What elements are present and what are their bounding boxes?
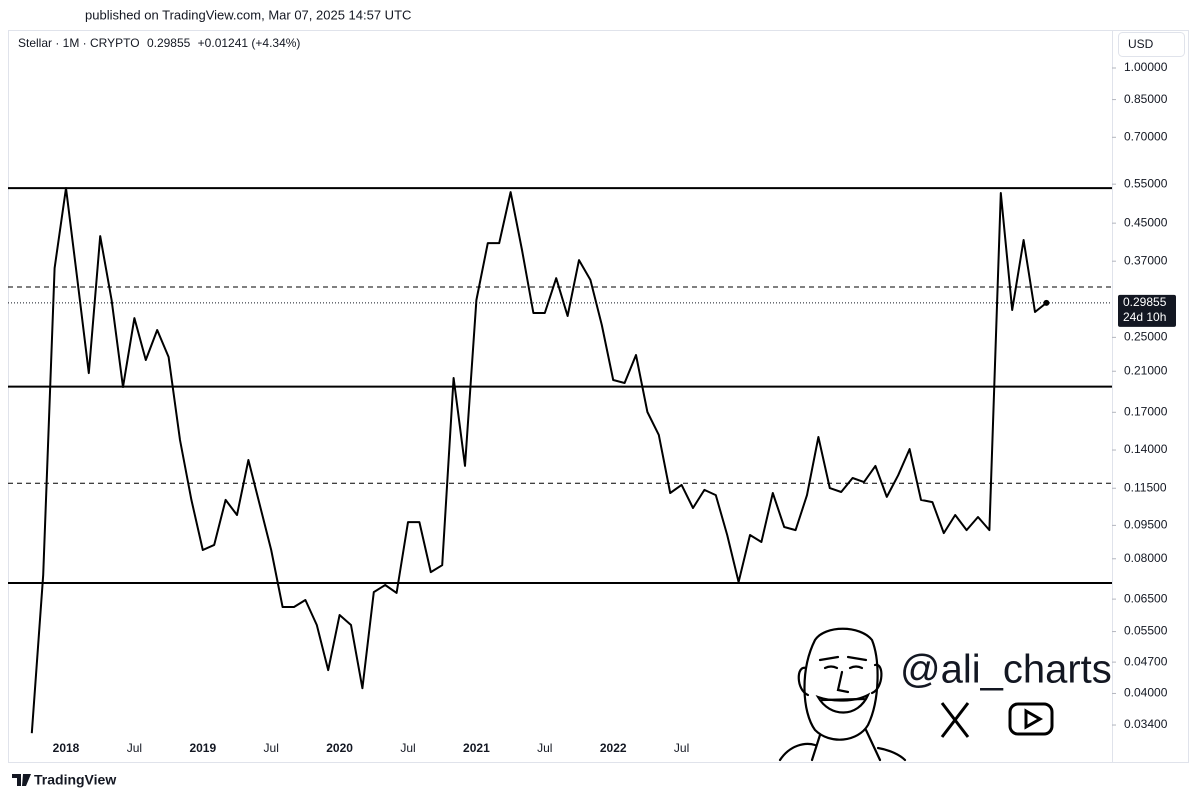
y-tick-label: 0.04700: [1124, 654, 1168, 668]
x-tick-label: 2019: [189, 741, 216, 755]
x-tick-label: 2020: [326, 741, 353, 755]
y-tick-label: 0.25000: [1124, 330, 1168, 344]
x-tick-label: Jul: [537, 741, 552, 755]
symbol-header: Stellar · 1M · CRYPTO 0.29855 +0.01241 (…: [18, 36, 300, 50]
y-tick-label: 0.45000: [1124, 215, 1168, 229]
y-tick-label: 0.08000: [1124, 551, 1168, 565]
y-tick-label: 0.03400: [1124, 717, 1168, 731]
youtube-icon: [1008, 702, 1054, 736]
x-tick-label: 2018: [53, 741, 80, 755]
price-tag-countdown: 24d 10h: [1123, 310, 1166, 324]
x-tick-label: Jul: [400, 741, 415, 755]
symbol: Stellar · 1M · CRYPTO: [18, 36, 140, 50]
y-tick-label: 0.05500: [1124, 624, 1168, 638]
y-tick-label: 0.55000: [1124, 176, 1168, 190]
currency-box[interactable]: [1118, 32, 1185, 57]
x-tick-label: 2022: [600, 741, 627, 755]
y-tick-label: 1.00000: [1124, 60, 1168, 74]
x-icon: [940, 702, 970, 738]
published-note: published on TradingView.com, Mar 07, 20…: [85, 7, 411, 22]
price-tag-value: 0.29855: [1123, 295, 1167, 309]
x-tick-label: Jul: [674, 741, 689, 755]
youtube-play: [1024, 708, 1044, 730]
last-point: [1043, 299, 1050, 306]
y-tick-label: 0.11500: [1124, 480, 1167, 494]
y-tick-label: 0.14000: [1124, 442, 1168, 456]
x-tick-label: 2021: [463, 741, 490, 755]
logo-mark: [12, 774, 31, 786]
x-tick-label: Jul: [127, 741, 142, 755]
y-tick-label: 0.70000: [1124, 129, 1168, 143]
y-tick-label: 0.06500: [1124, 591, 1168, 605]
price-line-series: [30, 187, 1048, 734]
header-price: 0.29855: [147, 36, 191, 50]
footer-logo: [12, 774, 31, 786]
y-tick-label: 0.85000: [1124, 92, 1168, 106]
y-tick-label: 0.21000: [1124, 363, 1168, 377]
price-tag: [1118, 294, 1176, 327]
footer-brand: TradingView: [34, 772, 116, 788]
y-tick-label: 0.17000: [1124, 404, 1168, 418]
chart-frame: [8, 30, 1189, 763]
y-tick-label: 0.37000: [1124, 253, 1168, 267]
header-change: +0.01241 (+4.34%): [198, 36, 301, 50]
y-tick-label: 0.09500: [1124, 518, 1168, 532]
currency[interactable]: USD: [1128, 37, 1154, 51]
avatar-sketch: [778, 627, 907, 762]
y-tick-label: 0.04000: [1124, 686, 1168, 700]
x-tick-label: Jul: [264, 741, 279, 755]
watermark: @ali_charts: [900, 648, 1112, 692]
social-icons: [940, 702, 1054, 738]
